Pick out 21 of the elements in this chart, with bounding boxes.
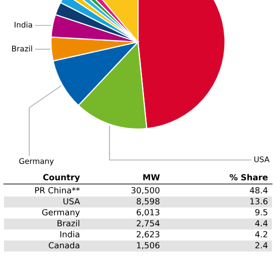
category-label: Canada: [48, 242, 80, 248]
category-label: USA: [63, 198, 80, 204]
category-label: PR China**: [35, 186, 80, 194]
data-label: 4.2: [255, 231, 268, 238]
text: % Share: [230, 174, 268, 180]
category-label: India: [60, 230, 80, 238]
data-label: 13.6: [250, 198, 268, 204]
text: Country: [43, 174, 80, 182]
series-label: MW: [143, 174, 160, 180]
data-label: 2,623: [136, 231, 160, 238]
data-label: 2,754: [136, 220, 160, 228]
data-label: 30,500: [131, 187, 160, 194]
data-label: 1,506: [137, 242, 160, 250]
data-label: 8,598: [136, 198, 160, 206]
data-label: 2.4: [255, 242, 268, 248]
data-label: 4.4: [255, 220, 268, 226]
data-label: 6,013: [136, 209, 160, 216]
data-label: 9.5: [255, 209, 268, 216]
category-label: Brazil: [58, 220, 80, 226]
data-label: 48.4: [250, 187, 268, 194]
category-label: Germany: [42, 209, 80, 218]
